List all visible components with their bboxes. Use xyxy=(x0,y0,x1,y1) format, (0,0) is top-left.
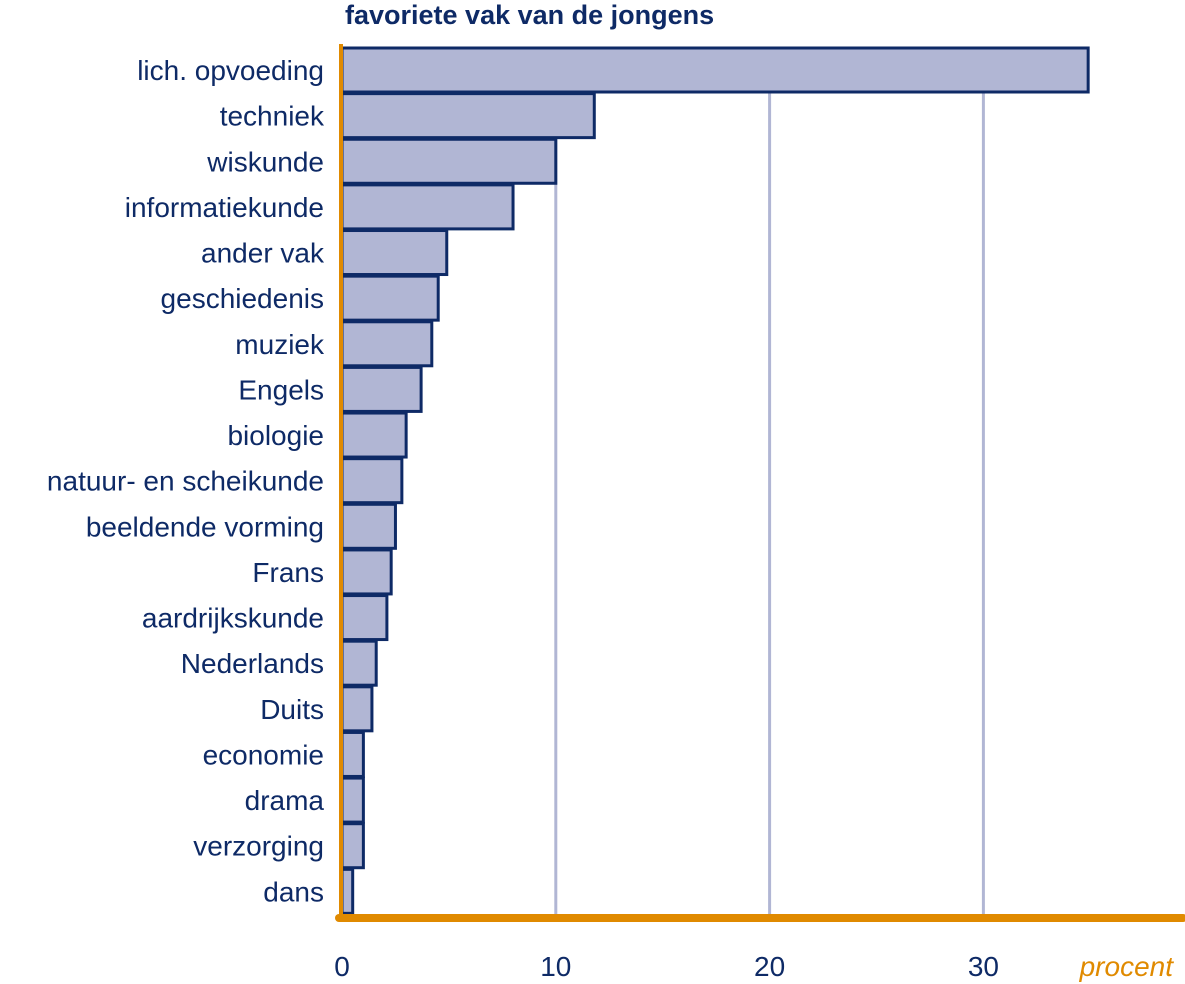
category-label: geschiedenis xyxy=(161,283,324,314)
x-axis-unit-label: procent xyxy=(1079,951,1175,982)
category-label: verzorging xyxy=(193,831,324,862)
bar-0 xyxy=(340,46,1090,94)
category-label: informatiekunde xyxy=(125,192,324,223)
category-label: Duits xyxy=(260,694,324,725)
x-tick-label-10: 10 xyxy=(540,951,571,982)
bar-2 xyxy=(340,137,558,185)
bar-1 xyxy=(340,92,596,140)
bar-14 xyxy=(340,685,374,733)
bar-12 xyxy=(340,594,389,642)
category-label: techniek xyxy=(220,101,325,132)
x-tick-label-0: 0 xyxy=(334,951,350,982)
category-label: biologie xyxy=(227,420,324,451)
chart-title: favoriete vak van de jongens xyxy=(345,0,714,30)
x-tick-label-20: 20 xyxy=(754,951,785,982)
category-label: wiskunde xyxy=(206,146,324,177)
category-label: Frans xyxy=(252,557,324,588)
bar-8 xyxy=(340,411,408,459)
bar-15 xyxy=(340,730,365,778)
category-label: lich. opvoeding xyxy=(137,55,324,86)
axes xyxy=(335,44,1185,922)
bar-3 xyxy=(340,183,515,231)
bar-5 xyxy=(340,274,440,322)
category-label: beeldende vorming xyxy=(86,511,324,542)
gridlines xyxy=(554,48,985,918)
bar-18 xyxy=(340,867,355,915)
bar-9 xyxy=(340,457,404,505)
bar-7 xyxy=(340,365,423,413)
category-label: drama xyxy=(245,785,325,816)
x-tick-label-30: 30 xyxy=(968,951,999,982)
bar-13 xyxy=(340,639,378,687)
bar-10 xyxy=(340,502,397,550)
category-label: ander vak xyxy=(201,238,325,269)
category-label: Engels xyxy=(238,374,324,405)
tick-labels: 0 10 20 30 xyxy=(334,951,999,982)
category-label: economie xyxy=(203,739,324,770)
bar-11 xyxy=(340,548,393,596)
bar-17 xyxy=(340,822,365,870)
bars xyxy=(340,46,1090,915)
bar-4 xyxy=(340,229,449,277)
category-label: Nederlands xyxy=(181,648,324,679)
category-label: dans xyxy=(263,876,324,907)
category-label: natuur- en scheikunde xyxy=(47,466,324,497)
category-label: aardrijkskunde xyxy=(142,603,324,634)
bar-16 xyxy=(340,776,365,824)
category-labels: lich. opvoeding techniek wiskunde informati… xyxy=(47,55,325,907)
category-label: muziek xyxy=(235,329,325,360)
bar-6 xyxy=(340,320,434,368)
